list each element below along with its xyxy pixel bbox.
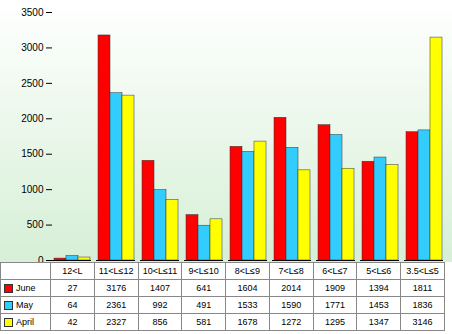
- html-text:641: 641: [196, 283, 212, 293]
- html-text:June: June: [16, 282, 36, 293]
- html-text:2014: 2014: [281, 283, 302, 293]
- html-text:3146: 3146: [412, 317, 433, 327]
- html-text:10<L≤11: 10<L≤11: [142, 266, 178, 276]
- html-text:992: 992: [152, 300, 168, 310]
- svg-text:3500: 3500: [21, 7, 44, 18]
- svg-text:2500: 2500: [21, 78, 44, 89]
- html-text:6<L≤7: 6<L≤7: [322, 266, 348, 276]
- html-text:491: 491: [196, 300, 212, 310]
- html-text:1295: 1295: [325, 317, 345, 327]
- html-text:5<L≤6: 5<L≤6: [366, 266, 392, 276]
- html-text:1407: 1407: [149, 283, 170, 293]
- html-text:2361: 2361: [106, 300, 127, 310]
- html-text:11<L≤12: 11<L≤12: [98, 266, 134, 276]
- html-text:856: 856: [152, 317, 168, 327]
- html-text:3176: 3176: [106, 283, 127, 293]
- html-text:42: 42: [67, 317, 78, 327]
- html-text:1590: 1590: [281, 300, 302, 310]
- svg-text:3000: 3000: [21, 42, 44, 53]
- html-text:1533: 1533: [237, 300, 258, 310]
- html-text:1453: 1453: [368, 300, 389, 310]
- html-text:1272: 1272: [281, 317, 302, 327]
- html-text:1811: 1811: [412, 283, 433, 293]
- html-text:April: April: [16, 316, 34, 327]
- html-text:7<L≤8: 7<L≤8: [278, 266, 304, 276]
- html-text:581: 581: [196, 317, 212, 327]
- svg-text:500: 500: [27, 219, 44, 230]
- html-text:1836: 1836: [412, 300, 433, 310]
- html-text:1347: 1347: [368, 317, 389, 327]
- html-text:3.5<L≤5: 3.5<L≤5: [406, 266, 439, 276]
- html-text:27: 27: [67, 283, 78, 293]
- html-text:1604: 1604: [237, 283, 258, 293]
- html-text:64: 64: [67, 300, 78, 310]
- html-text:May: May: [16, 299, 33, 310]
- html-text:9<L≤10: 9<L≤10: [188, 266, 219, 276]
- svg-text:1500: 1500: [21, 148, 44, 159]
- html-text:2327: 2327: [106, 317, 127, 327]
- svg-text:1000: 1000: [21, 184, 44, 195]
- svg-text:0: 0: [38, 255, 44, 262]
- html-text:1771: 1771: [325, 300, 345, 310]
- html-text:1909: 1909: [325, 283, 345, 293]
- html-text:8<L≤9: 8<L≤9: [234, 266, 260, 276]
- html-text:1678: 1678: [237, 317, 258, 327]
- html-text:12<L: 12<L: [62, 266, 83, 276]
- html-text:1394: 1394: [368, 283, 389, 293]
- svg-text:2000: 2000: [21, 113, 44, 124]
